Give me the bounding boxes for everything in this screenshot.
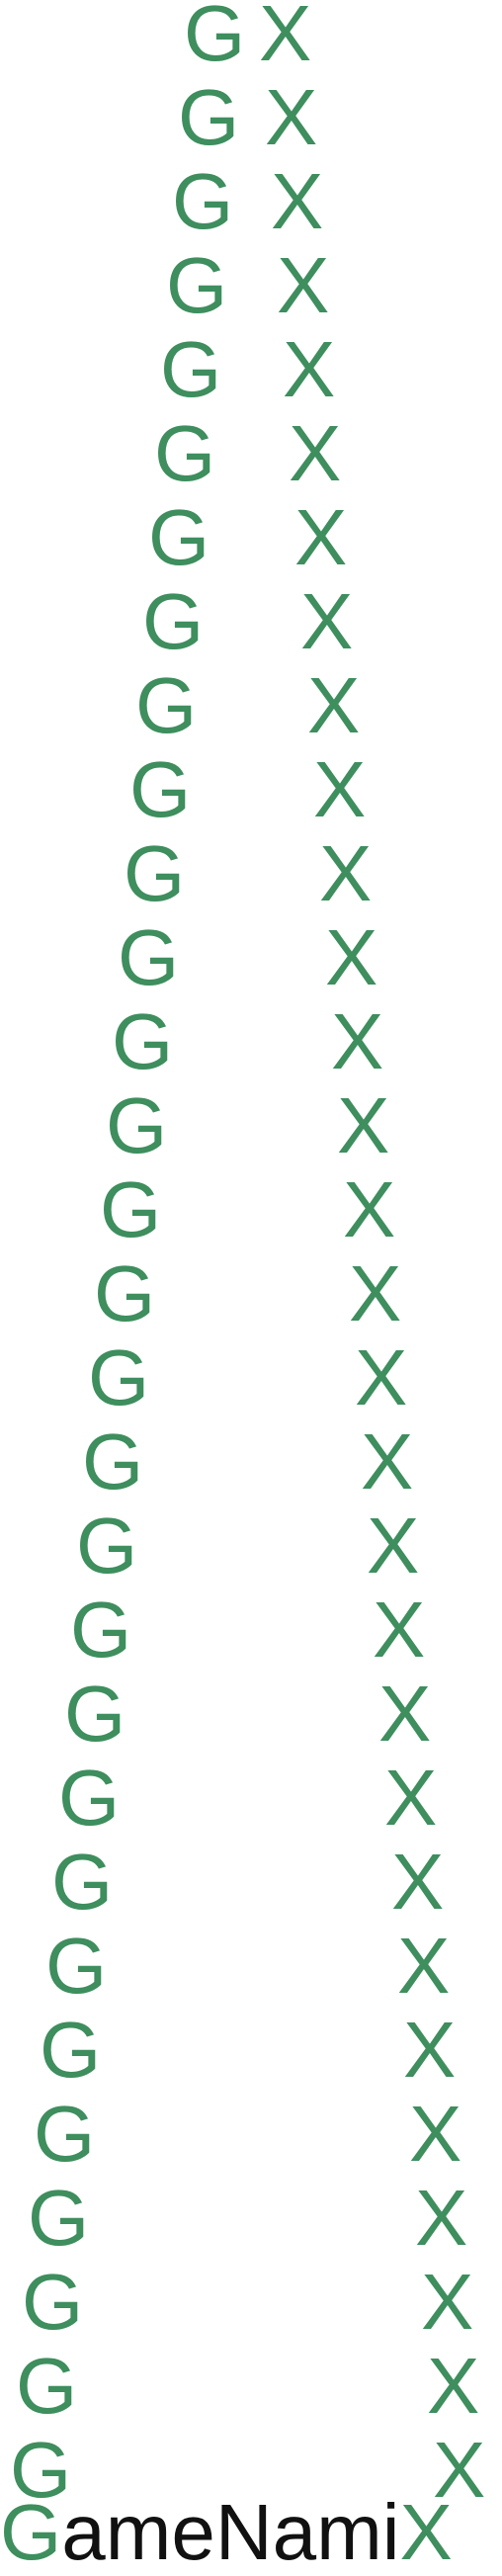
trail-letter-g: G [100, 1165, 162, 1253]
trail-letter-g: G [178, 73, 240, 161]
trail-letter-g: G [135, 661, 198, 749]
trail-letter-g: G [10, 2426, 72, 2514]
trail-letter-g: G [160, 325, 222, 413]
trail-letter-g: G [94, 1249, 156, 1337]
trail-letter-x: X [384, 1754, 438, 1842]
trail-letter-x: X [300, 577, 354, 665]
trail-letter-x: X [294, 493, 348, 581]
trail-letter-g: G [16, 2342, 78, 2430]
trail-letter-x: X [421, 2258, 474, 2346]
trail-letter-x: X [343, 1165, 396, 1253]
wordmark-first-letter: G [0, 2488, 62, 2576]
trail-letter-x: X [325, 913, 378, 1001]
wordmark-middle: ameNami [61, 2488, 400, 2576]
trail-letter-g: G [58, 1754, 121, 1842]
trail-letter-x: X [397, 1922, 451, 2010]
trail-letter-x: X [331, 997, 384, 1085]
trail-letter-x: X [349, 1249, 402, 1337]
trail-letter-g: G [124, 829, 186, 917]
trail-letter-g: G [184, 0, 246, 77]
trail-letter-x: X [307, 661, 361, 749]
trail-letter-x: X [283, 325, 336, 413]
trail-letter-g: G [172, 157, 234, 245]
trail-letter-x: X [391, 1838, 445, 1926]
trail-letter-g: G [82, 1417, 144, 1505]
trail-letter-g: G [106, 1081, 168, 1169]
trail-letter-g: G [51, 1838, 114, 1926]
trail-letter-g: G [28, 2174, 90, 2262]
trail-letter-g: G [88, 1333, 150, 1421]
trail-letter-g: G [112, 997, 174, 1085]
trail-letter-x: X [403, 2006, 457, 2094]
trail-letter-x: X [427, 2342, 480, 2430]
trail-letter-x: X [271, 157, 324, 245]
trail-letter-g: G [76, 1502, 138, 1589]
trail-letter-x: X [373, 1586, 426, 1674]
trail-letter-g: G [34, 2090, 96, 2178]
trail-letter-g: G [118, 913, 180, 1001]
trail-letter-x: X [277, 241, 330, 329]
trail-letter-x: X [378, 1670, 432, 1758]
trail-letter-x: X [313, 745, 367, 833]
trail-letter-x: X [367, 1502, 420, 1589]
trail-letter-x: X [265, 73, 318, 161]
trail-letter-g: G [45, 1922, 108, 2010]
trail-letter-g: G [70, 1586, 132, 1674]
trail-letter-g: G [22, 2258, 84, 2346]
trail-letter-g: G [129, 745, 192, 833]
trail-letter-x: X [319, 829, 373, 917]
trail-letter-g: G [148, 493, 210, 581]
wordmark: GameNamiX [0, 2491, 502, 2574]
trail-letter-x: X [409, 2090, 462, 2178]
trail-letter-x: X [415, 2174, 468, 2262]
trail-letter-g: G [142, 577, 205, 665]
trail-letter-x: X [355, 1333, 408, 1421]
trail-letter-x: X [259, 0, 312, 77]
trail-letter-g: G [166, 241, 228, 329]
wordmark-last-letter: X [399, 2488, 453, 2576]
trail-letter-x: X [337, 1081, 390, 1169]
trail-letter-g: G [40, 2006, 102, 2094]
trail-letter-g: G [154, 409, 216, 497]
trail-letter-g: G [64, 1670, 126, 1758]
trail-letter-x: X [289, 409, 342, 497]
trail-letter-x: X [433, 2426, 486, 2514]
trail-letter-x: X [361, 1417, 414, 1505]
